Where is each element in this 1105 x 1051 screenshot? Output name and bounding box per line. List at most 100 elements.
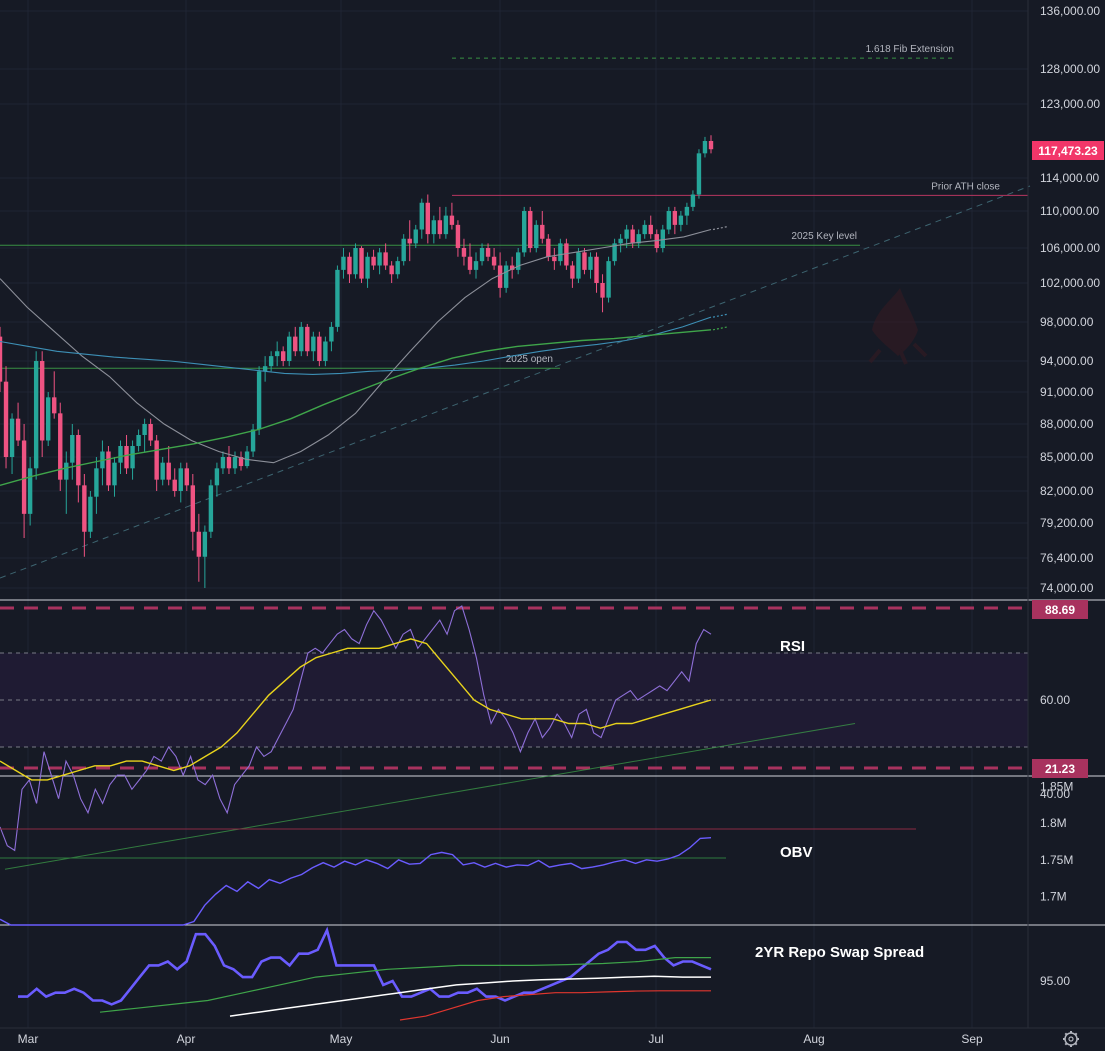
candle xyxy=(94,457,99,514)
candle xyxy=(672,206,678,235)
moving-average-projection xyxy=(712,326,729,331)
spread-ma-white xyxy=(229,975,711,1017)
candle xyxy=(274,341,280,367)
time-axis-label: Apr xyxy=(177,1032,196,1046)
price-axis-ticks: 136,000.00 128,000.00 123,000.00 114,000.00… xyxy=(1040,4,1100,595)
candle xyxy=(552,248,557,270)
candle xyxy=(238,451,244,471)
level-annotation: 1.618 Fib Extension xyxy=(866,44,954,55)
time-axis[interactable]: Mar Apr May Jun Jul Aug Sep xyxy=(18,1032,983,1046)
candle xyxy=(317,331,322,367)
candle xyxy=(461,238,467,266)
candle xyxy=(262,356,268,382)
candle xyxy=(359,246,364,283)
candle xyxy=(594,252,599,293)
candle xyxy=(353,243,358,279)
candle xyxy=(287,331,292,367)
candle xyxy=(455,220,461,257)
candle xyxy=(684,202,690,225)
obv-tick-label: 1.85M xyxy=(1040,779,1073,793)
rsi-trendline xyxy=(4,723,856,870)
candle xyxy=(425,194,431,244)
candle xyxy=(46,392,51,446)
moving-average-line xyxy=(0,228,712,464)
price-tick-label: 106,000.00 xyxy=(1040,241,1100,255)
candle xyxy=(515,248,521,275)
candle xyxy=(449,202,455,230)
candle xyxy=(582,248,587,275)
candle xyxy=(202,525,208,588)
candle xyxy=(576,248,581,283)
candle xyxy=(702,136,708,158)
candle xyxy=(112,457,117,497)
candle xyxy=(305,323,310,357)
time-axis-label: Jun xyxy=(490,1032,509,1046)
candle xyxy=(3,366,9,469)
candle xyxy=(52,371,57,419)
candle xyxy=(413,224,418,248)
candle xyxy=(630,224,635,248)
rsi-title: RSI xyxy=(780,638,805,655)
candle xyxy=(528,206,533,253)
candle xyxy=(208,479,214,538)
level-annotation: 2025 open xyxy=(506,354,553,365)
obv-title: OBV xyxy=(780,844,813,861)
candle xyxy=(347,252,352,283)
price-annotations: 1.618 Fib Extension Prior ATH close 2025 K… xyxy=(0,44,1028,369)
candle xyxy=(64,451,69,514)
moving-average-line xyxy=(0,316,712,375)
price-tick-label: 128,000.00 xyxy=(1040,62,1100,76)
candle xyxy=(377,248,382,275)
moving-average-line xyxy=(0,329,712,486)
candle xyxy=(666,206,672,235)
obv-tick-label: 1.8M xyxy=(1040,816,1067,830)
candle xyxy=(226,446,232,474)
candle xyxy=(503,261,509,293)
candle xyxy=(588,252,593,279)
candle xyxy=(341,248,346,279)
candle xyxy=(443,206,449,239)
candle xyxy=(636,229,641,248)
moving-average-projection xyxy=(712,313,729,318)
price-tick-label: 98,000.00 xyxy=(1040,315,1094,329)
candle xyxy=(612,238,617,266)
price-tick-label: 85,000.00 xyxy=(1040,450,1094,464)
candle xyxy=(491,248,497,270)
candle xyxy=(172,468,177,497)
candle xyxy=(437,206,443,239)
candle xyxy=(256,366,262,435)
candle xyxy=(642,220,647,239)
moving-averages xyxy=(0,225,729,486)
price-tick-label: 94,000.00 xyxy=(1040,354,1094,368)
spread-tick-label: 95.00 xyxy=(1040,974,1070,988)
candle xyxy=(485,243,491,262)
obv-panel: OBV xyxy=(0,828,916,926)
spread-axis-ticks: 95.00 xyxy=(1040,974,1070,988)
candle xyxy=(401,234,406,266)
candle xyxy=(696,149,702,199)
spread-ma-red xyxy=(399,990,711,1021)
candle xyxy=(148,418,153,446)
candle xyxy=(220,451,226,474)
candle xyxy=(540,211,545,244)
candle xyxy=(142,418,147,452)
candle xyxy=(250,424,256,457)
price-tick-label: 88,000.00 xyxy=(1040,417,1094,431)
price-tick-label: 76,400.00 xyxy=(1040,551,1094,565)
gear-icon[interactable] xyxy=(1063,1031,1079,1047)
level-annotation: Prior ATH close xyxy=(931,181,1000,192)
candle xyxy=(82,474,87,557)
horse-rider-logo xyxy=(868,288,928,365)
trendline[interactable] xyxy=(0,185,1031,579)
price-tick-label: 79,200.00 xyxy=(1040,516,1094,530)
candle xyxy=(323,336,328,367)
rsi-high-badge: 88.69 xyxy=(1032,600,1088,619)
candle xyxy=(690,190,696,211)
candle xyxy=(70,424,75,480)
spread-line xyxy=(18,926,712,1006)
last-price-badge: 117,473.23 xyxy=(1032,141,1104,160)
time-axis-label: Mar xyxy=(18,1032,39,1046)
